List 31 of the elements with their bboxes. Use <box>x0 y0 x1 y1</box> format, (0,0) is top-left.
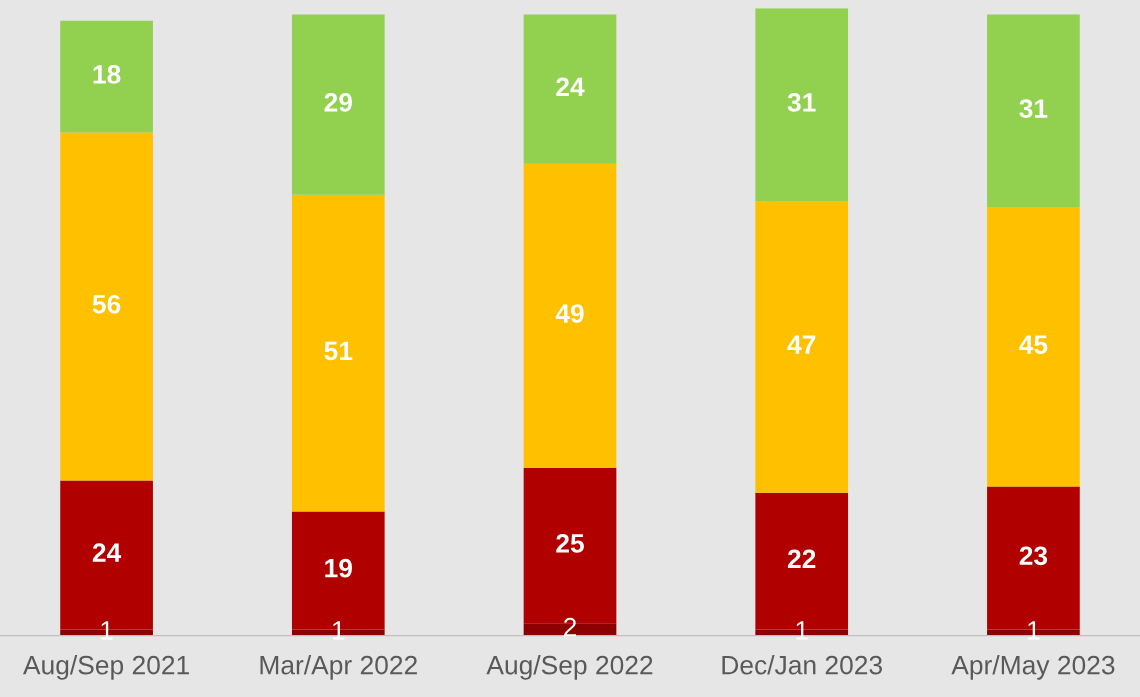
data-label: 51 <box>324 341 353 361</box>
data-label: 23 <box>1019 546 1048 566</box>
data-label: 18 <box>93 65 121 84</box>
bar <box>291 14 385 195</box>
bar <box>755 8 849 201</box>
x-tick-label: Dec/Jan 2023 <box>722 655 882 675</box>
bar <box>987 207 1080 487</box>
data-label: 47 <box>787 335 816 354</box>
data-label: 45 <box>1019 335 1048 354</box>
bar <box>755 200 849 493</box>
bar <box>523 14 617 164</box>
data-label: 56 <box>92 294 121 314</box>
bar <box>987 14 1080 208</box>
data-label: 49 <box>555 304 584 323</box>
data-label: 24 <box>556 77 585 96</box>
bar <box>60 132 153 481</box>
x-tick-label: Aug/Sep 2022 <box>486 655 653 680</box>
bar <box>523 163 617 468</box>
data-label: 29 <box>324 93 352 112</box>
data-label: 31 <box>787 93 816 112</box>
data-label: 25 <box>556 534 584 553</box>
bar <box>60 20 153 133</box>
x-tick-label: Mar/Apr 2022 <box>260 655 417 680</box>
data-label: 24 <box>92 543 122 562</box>
data-label: 2 <box>563 617 577 637</box>
x-tick-label: Aug/Sep 2021 <box>23 655 189 680</box>
bar <box>291 194 385 512</box>
data-label: 19 <box>325 558 352 578</box>
x-tick-label: Apr/May 2023 <box>951 655 1115 680</box>
data-label: 31 <box>1019 99 1048 118</box>
data-label: 22 <box>787 549 816 568</box>
